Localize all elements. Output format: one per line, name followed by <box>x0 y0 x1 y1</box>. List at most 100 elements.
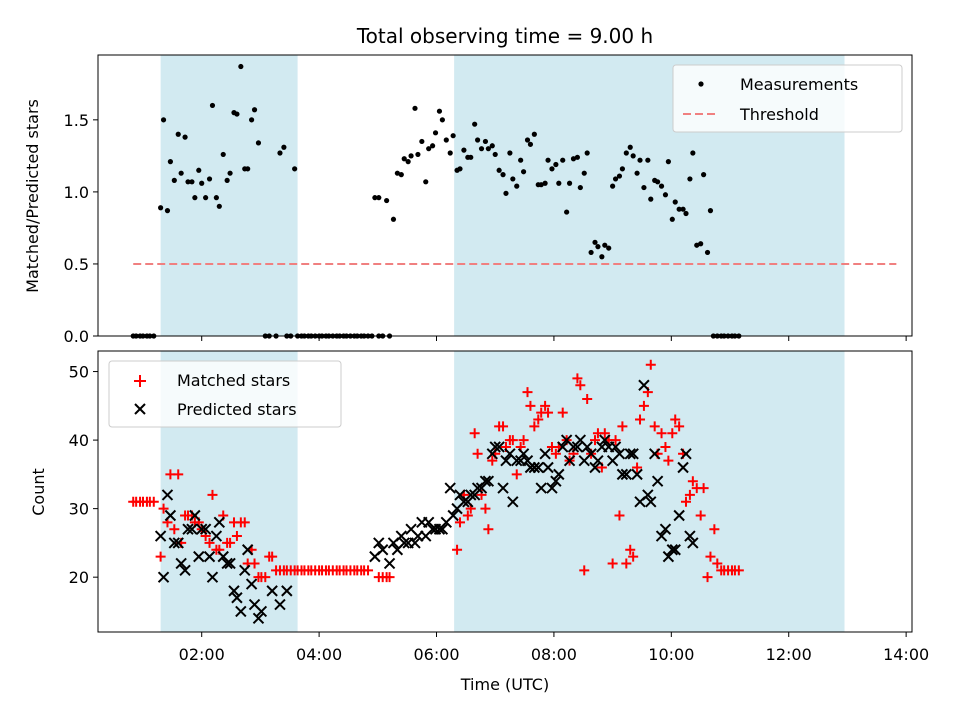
predicted-star-point <box>599 434 611 446</box>
measurement-point <box>277 150 283 156</box>
matched-star-point <box>207 489 218 500</box>
predicted-star-point <box>482 475 495 487</box>
matched-star-point <box>533 414 544 425</box>
measurement-point <box>430 143 436 149</box>
measurement-point <box>665 159 671 165</box>
predicted-star-point <box>655 530 668 542</box>
measurement-point <box>447 150 453 156</box>
matched-star-point <box>680 496 691 507</box>
measurement-point <box>450 133 456 139</box>
measurement-point <box>426 146 432 152</box>
predicted-star-point <box>673 509 685 522</box>
matched-star-point <box>507 435 518 446</box>
matched-star-point <box>204 537 215 548</box>
measurement-point <box>192 195 198 201</box>
predicted-star-point <box>168 537 181 549</box>
predicted-star-point <box>642 489 654 501</box>
counts-panel: 20 30 40 50 02:00 04:00 06:00 08:00 10:00 12:00 1… <box>29 350 929 694</box>
predicted-star-point <box>373 537 385 549</box>
matched-star-point <box>705 551 716 562</box>
legend-predicted-label: Predicted stars <box>177 400 297 419</box>
matched-star-point <box>649 421 660 432</box>
bottom-legend-box <box>108 360 342 428</box>
legend-measurements-marker <box>698 81 704 87</box>
measurement-point <box>478 146 485 152</box>
matched-star-point <box>695 510 706 521</box>
measurement-point <box>164 208 171 214</box>
legend-measurements-label: Measurements <box>740 75 858 94</box>
measurement-point <box>577 184 583 191</box>
x-tick-label: 14:00 <box>883 645 929 664</box>
measurement-point <box>436 108 443 114</box>
predicted-star-point <box>659 523 672 535</box>
measurement-point <box>394 170 400 176</box>
measurement-point <box>234 111 240 117</box>
matched-star-point <box>483 524 494 535</box>
measurement-point <box>683 210 689 217</box>
predicted-star-point <box>383 557 396 570</box>
predicted-star-point <box>193 550 205 563</box>
predicted-star-point <box>542 461 554 474</box>
predicted-star-point <box>182 523 194 535</box>
measurement-point <box>485 146 491 152</box>
matched-star-point <box>660 441 671 452</box>
measurement-point <box>599 254 605 260</box>
measurement-point <box>694 242 700 248</box>
measurement-point <box>542 180 548 186</box>
predicted-star-point <box>436 523 449 535</box>
bottom-y-ticks: 20 30 40 50 <box>69 363 98 587</box>
matched-star-point <box>239 517 250 528</box>
measurement-point <box>588 249 594 256</box>
measurement-point <box>182 134 188 140</box>
top-legend: Measurements Threshold <box>672 64 903 133</box>
measurement-point <box>216 203 222 209</box>
measurement-point <box>619 166 626 172</box>
measurement-point <box>606 245 612 251</box>
bottom-y-tick-label: 40 <box>69 431 89 450</box>
measurement-point <box>634 170 640 176</box>
matched-star-point <box>712 558 723 569</box>
predicted-star-point <box>398 537 410 549</box>
measurement-point <box>690 150 696 156</box>
measurement-point <box>616 173 623 179</box>
measurement-point <box>213 195 219 201</box>
matched-star-point <box>518 435 529 446</box>
matched-star-point <box>621 558 632 569</box>
predicted-star-point <box>669 544 681 556</box>
predicted-star-point <box>161 489 174 501</box>
measurement-point <box>220 151 226 158</box>
predicted-star-point <box>546 482 558 494</box>
measurement-point <box>518 157 524 163</box>
predicted-star-point <box>195 523 208 535</box>
measurement-point <box>627 144 633 150</box>
matched-star-point <box>733 565 744 576</box>
x-tick-label: 04:00 <box>296 645 342 664</box>
measurement-point <box>637 157 643 163</box>
matched-star-point <box>472 448 483 459</box>
measurement-point <box>457 166 463 172</box>
measurement-point <box>581 170 587 176</box>
matched-star-point <box>543 407 554 418</box>
predicted-star-point <box>157 571 170 583</box>
measurement-point <box>556 180 562 186</box>
matched-star-point <box>702 572 713 583</box>
predicted-star-point <box>648 448 661 460</box>
measurement-point <box>570 156 577 162</box>
legend-matched-marker <box>134 375 146 387</box>
measurement-point <box>524 137 531 143</box>
predicted-star-point <box>666 544 679 556</box>
legend-matched-label: Matched stars <box>177 371 290 390</box>
predicted-star-point <box>179 564 191 577</box>
measurement-point <box>206 176 213 182</box>
matched-star-point <box>572 373 583 384</box>
measurement-point <box>545 157 551 163</box>
matched-star-point <box>452 544 463 555</box>
measurement-point <box>384 197 390 204</box>
measurement-point <box>623 150 629 156</box>
predicted-star-point <box>684 530 696 542</box>
predicted-star-point <box>553 468 565 481</box>
predicted-star-point <box>206 571 219 583</box>
predicted-star-point <box>680 448 692 460</box>
measurement-point <box>158 205 164 211</box>
measurement-point <box>443 137 449 143</box>
